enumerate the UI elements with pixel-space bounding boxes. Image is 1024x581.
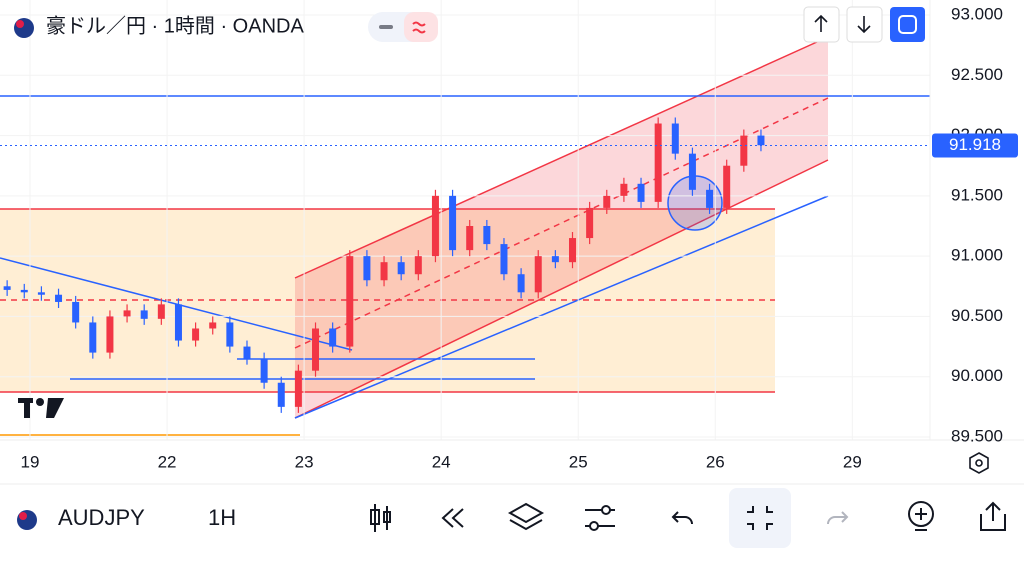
candle-body — [586, 207, 594, 239]
flag-icon — [17, 510, 37, 530]
candle-body — [363, 256, 371, 281]
candle-body — [277, 382, 285, 407]
candle-body — [55, 294, 63, 302]
last-price-label: 91.918 — [949, 135, 1001, 154]
candle-body — [517, 274, 525, 293]
candle-body — [72, 301, 80, 323]
x-tick-label: 26 — [706, 452, 725, 471]
drawings — [0, 36, 930, 436]
alert-button[interactable] — [908, 501, 934, 531]
toggle-on[interactable] — [404, 12, 438, 42]
icon — [898, 15, 917, 34]
flag-icon — [19, 512, 27, 520]
x-tick-label: 23 — [295, 452, 314, 471]
candle-body — [414, 256, 422, 275]
settings-button[interactable] — [969, 452, 989, 474]
last-price-tag — [932, 133, 1018, 158]
flag-icon — [14, 18, 34, 38]
redo-button[interactable] — [827, 511, 849, 525]
symbol-title: 豪ドル／円 · 1時間 · OANDA — [46, 14, 304, 37]
candle-body — [654, 123, 662, 202]
toolbar-icons — [370, 488, 1006, 548]
x-tick-label: 22 — [158, 452, 177, 471]
candle-body — [243, 346, 251, 359]
candle-body — [260, 358, 268, 383]
candle-body — [226, 322, 234, 347]
candle-body — [20, 289, 28, 293]
icon — [814, 14, 828, 32]
zoom-button[interactable] — [729, 488, 791, 548]
trend-line — [0, 257, 353, 351]
support-line — [294, 195, 829, 419]
channel-bottom — [294, 159, 829, 419]
x-tick-label: 19 — [21, 452, 40, 471]
candle-body — [346, 256, 354, 347]
candle-body — [534, 256, 542, 293]
y-tick-label: 91.000 — [951, 246, 1003, 265]
x-tick-label: 29 — [843, 452, 862, 471]
candle-body — [106, 316, 114, 353]
undo-button[interactable] — [671, 511, 693, 525]
icon — [379, 25, 393, 29]
candle-body — [294, 370, 302, 407]
share-button[interactable] — [980, 501, 1006, 531]
candle-body — [123, 310, 131, 317]
candle-body — [569, 238, 577, 263]
candle-body — [551, 256, 559, 263]
candle-body — [620, 183, 628, 196]
candle-body — [397, 262, 405, 275]
icon — [412, 21, 426, 34]
indicators-button[interactable] — [585, 505, 615, 531]
toolbar-interval[interactable]: 1H — [208, 505, 236, 530]
toolbar-symbol[interactable]: AUDJPY — [58, 505, 145, 530]
candle-body — [157, 304, 165, 319]
candle-body — [500, 244, 508, 275]
icon — [975, 459, 983, 467]
candle-body — [380, 262, 388, 281]
y-tick-label: 92.500 — [951, 65, 1003, 84]
candle-body — [312, 328, 320, 371]
candle-body — [89, 322, 97, 353]
channel-fill — [295, 37, 828, 418]
replay-button[interactable] — [441, 508, 464, 528]
channel-top — [294, 36, 829, 279]
candle-body — [449, 195, 457, 251]
layers-button[interactable] — [507, 502, 545, 531]
candle-body — [706, 189, 714, 208]
y-tick-label: 90.500 — [951, 306, 1003, 325]
candle-body — [209, 322, 217, 329]
fullscreen-button[interactable] — [890, 7, 925, 42]
icon — [747, 506, 773, 530]
candles-button[interactable] — [370, 504, 391, 532]
y-tick-label: 89.500 — [951, 426, 1003, 445]
tv-logo — [18, 398, 64, 418]
y-tick-label: 91.500 — [951, 185, 1003, 204]
candle-body — [140, 310, 148, 319]
y-tick-label: 90.000 — [951, 366, 1003, 385]
candle-body — [637, 183, 645, 202]
candle-body — [688, 153, 696, 190]
candle-body — [671, 123, 679, 154]
candle-body — [329, 328, 337, 347]
candle-body — [740, 135, 748, 166]
x-tick-label: 25 — [569, 452, 588, 471]
candle-body — [37, 292, 45, 295]
flag-icon — [16, 20, 24, 28]
candle-body — [431, 195, 439, 257]
candle-body — [466, 226, 474, 251]
candle-body — [603, 195, 611, 208]
candle-body — [174, 304, 182, 341]
icon — [857, 16, 871, 34]
x-tick-label: 24 — [432, 452, 451, 471]
candle-body — [483, 226, 491, 245]
candle-body — [757, 135, 765, 146]
candle-body — [192, 328, 200, 341]
candle-body — [3, 286, 11, 290]
y-tick-label: 93.000 — [951, 4, 1003, 23]
candle-body — [723, 165, 731, 208]
